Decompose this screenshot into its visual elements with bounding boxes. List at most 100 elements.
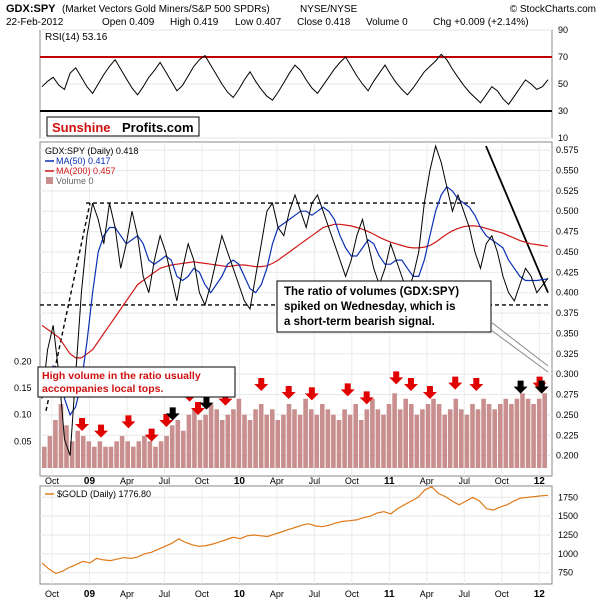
rsi-y-tick-label: 30: [558, 106, 568, 116]
legend-volume-swatch: [46, 177, 53, 184]
volume-bar: [492, 409, 497, 468]
volume-bar: [542, 393, 547, 468]
price-y-tick-label: 0.475: [556, 227, 579, 237]
gold-grid: [40, 486, 552, 584]
gold-x-tick-label: Oct: [345, 589, 360, 599]
volume-bar: [203, 414, 208, 468]
rsi-y-tick-label: 10: [558, 133, 568, 143]
volume-spike-arrow: [75, 418, 90, 431]
volume-bar: [475, 409, 481, 468]
price-grid: [40, 142, 552, 476]
volume-spike-arrow: [199, 396, 214, 410]
volume-bar: [381, 414, 386, 468]
volume-bar: [459, 409, 464, 468]
volume-bar: [181, 430, 186, 468]
gold-x-ticks: Oct 09 Apr Jul Oct 10 Apr Jul Oct 11 Apr Jul Oct 12: [45, 589, 545, 600]
volume-bar: [375, 409, 381, 468]
date-label: 22-Feb-2012: [6, 17, 64, 28]
volume-bar: [164, 436, 169, 468]
volume-bar: [481, 398, 486, 468]
volume-bar: [281, 414, 286, 468]
volume-note-box: [276, 280, 492, 333]
volume-bar: [136, 441, 142, 468]
volume-bar: [219, 420, 225, 468]
gold-x-tick-label: Jul: [159, 589, 171, 599]
volume-bar: [119, 436, 125, 468]
gold-x-tick-label: Oct: [45, 589, 60, 599]
gold-y-tick-label: 1250: [558, 530, 578, 540]
gold-x-tick-label: Jul: [459, 589, 471, 599]
volume-y-ticks: 0.20 0.15 0.10 0.05: [14, 356, 32, 446]
volume-y-tick-label: 0.20: [14, 356, 32, 366]
volume-spike-arrow: [422, 386, 437, 399]
high-volume-line2: accompanies local tops.: [42, 383, 163, 395]
price-x-tick-label: Apr: [270, 476, 284, 486]
price-y-ticks: 0.575 0.550 0.525 0.500 0.475 0.450 0.425 0.400…: [556, 145, 579, 460]
volume-bar: [169, 425, 175, 468]
volume-bar: [403, 398, 408, 468]
volume-spike-annotation: The ratio of volumes (GDX:SPY) spiked on…: [276, 280, 549, 373]
volume-bar: [436, 404, 442, 468]
high-volume-line1: High volume in the ratio usually: [42, 370, 201, 382]
price-x-tick-label: 09: [84, 476, 96, 487]
volume-bar: [358, 420, 364, 468]
volume-bar: [342, 409, 347, 468]
volume-bar: [192, 409, 197, 468]
volume-bar: [498, 404, 503, 468]
price-x-tick-label: 12: [534, 476, 546, 487]
volume-bar: [409, 404, 414, 468]
rsi-y-tick-label: 70: [558, 52, 568, 62]
volume-bar: [175, 420, 181, 468]
volume-bar: [197, 420, 203, 468]
downtrend-line: [485, 145, 549, 294]
logo-profits: Profits.com: [122, 120, 194, 135]
price-y-tick-label: 0.275: [556, 390, 579, 400]
volume-bar: [53, 420, 58, 468]
volume-bar: [114, 441, 119, 468]
volume-bar: [47, 436, 53, 468]
gold-x-tick-label: 11: [384, 589, 395, 600]
volume-bar: [331, 414, 336, 468]
open-label: Open 0.409: [102, 17, 155, 28]
legend-ma200: MA(200) 0.457: [56, 166, 116, 176]
volume-spike-arrow: [94, 424, 109, 438]
volume-spike-arrow: [121, 415, 136, 429]
price-y-tick-label: 0.225: [556, 430, 579, 440]
volume-bar: [292, 409, 297, 468]
volume-spike-arrow: [254, 378, 269, 391]
price-y-tick-label: 0.300: [556, 369, 579, 379]
gold-y-tick-label: 1000: [558, 549, 578, 559]
volume-spike-arrow: [403, 378, 418, 391]
volume-bar: [231, 409, 236, 468]
gold-x-tick-label: 09: [84, 589, 96, 600]
volume-spike-arrow: [340, 383, 355, 397]
high-label: High 0.419: [170, 17, 219, 28]
volume-bar: [236, 398, 242, 468]
chg-label: Chg +0.009 (+2.14%): [433, 17, 529, 28]
legend-ma50: MA(50) 0.417: [56, 156, 111, 166]
volume-bar: [514, 398, 520, 468]
low-label: Low 0.407: [235, 17, 282, 28]
high-volume-box: [37, 366, 236, 398]
rsi-y-ticks: 90 70 50 30 10: [558, 25, 568, 143]
volume-spike-arrow: [281, 386, 296, 399]
gold-x-tick-label: Apr: [120, 589, 134, 599]
volume-bar: [270, 409, 275, 468]
volume-bar: [431, 398, 436, 468]
volume-bar: [97, 441, 103, 468]
price-x-tick-label: 11: [384, 476, 395, 487]
volume-bar: [336, 420, 342, 468]
price-y-tick-label: 0.425: [556, 267, 579, 277]
volume-note-pointer-1: [490, 321, 549, 367]
price-y-tick-label: 0.200: [556, 451, 579, 461]
price-y-tick-label: 0.325: [556, 349, 579, 359]
price-x-ticks: Oct 09 Apr Jul Oct 10 Apr Jul Oct 11 Apr Jul Oct 12: [45, 476, 545, 487]
volume-spike-arrow: [191, 402, 206, 415]
volume-bar: [397, 409, 403, 468]
gold-x-tick-label: 12: [534, 589, 546, 600]
volume-bar: [225, 414, 231, 468]
volume-bar: [325, 409, 331, 468]
volume-arrows: [75, 371, 549, 442]
volume-bar: [509, 404, 514, 468]
